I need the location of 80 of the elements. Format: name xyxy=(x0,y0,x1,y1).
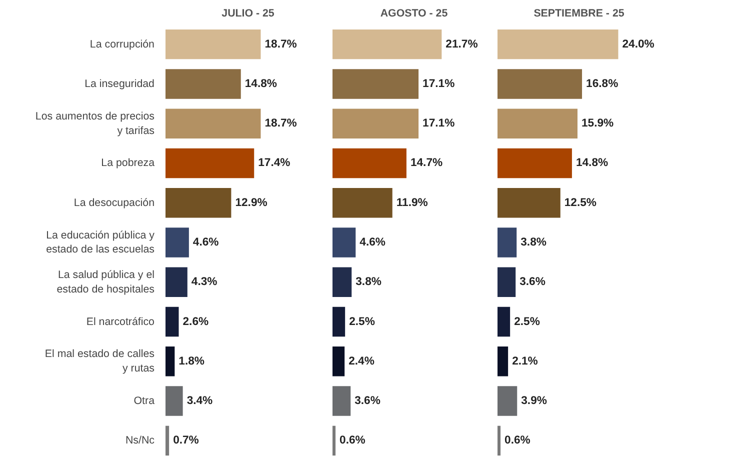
bar xyxy=(498,426,501,456)
bar xyxy=(332,346,345,376)
bar xyxy=(498,29,618,60)
bar xyxy=(166,148,254,178)
data-label: 12.9% xyxy=(235,196,268,209)
data-label: 15.9% xyxy=(581,118,614,130)
data-label: 2.1% xyxy=(512,355,538,368)
bar xyxy=(166,426,170,456)
data-label: 3.6% xyxy=(354,395,380,408)
y-tick-label: Ns/Nc xyxy=(125,434,156,447)
data-label: 3.4% xyxy=(186,395,213,408)
bar xyxy=(166,228,189,258)
bar xyxy=(498,386,518,416)
data-label: 3.8% xyxy=(356,276,382,288)
y-tick-label: Otra xyxy=(134,395,155,408)
bar xyxy=(332,188,392,218)
data-label: 21.7% xyxy=(446,38,478,50)
bar xyxy=(332,148,406,178)
bar xyxy=(166,188,232,218)
data-label: 3.9% xyxy=(521,395,547,408)
bar xyxy=(166,29,261,60)
data-label: 0.7% xyxy=(173,434,199,447)
data-label: 2.4% xyxy=(348,355,374,368)
chart-title: SEPTIEMBRE - 25 xyxy=(534,8,624,20)
bar xyxy=(498,188,560,218)
data-label: 17.1% xyxy=(422,118,455,130)
data-label: 11.9% xyxy=(396,196,428,209)
bar xyxy=(166,346,175,376)
data-label: 17.4% xyxy=(258,157,290,170)
data-label: 4.6% xyxy=(360,236,386,248)
data-label: 4.3% xyxy=(191,276,218,288)
data-label: 14.7% xyxy=(410,157,443,170)
y-tick-label: La corrupción xyxy=(90,38,155,50)
bar xyxy=(332,228,356,258)
data-label: 12.5% xyxy=(564,196,597,209)
data-label: 2.6% xyxy=(182,316,209,328)
bar xyxy=(332,29,442,60)
bar xyxy=(332,386,351,416)
y-tick-label: La pobreza xyxy=(101,157,155,170)
chart-title: JULIO - 25 xyxy=(222,8,274,20)
bar xyxy=(166,267,188,297)
data-label: 18.7% xyxy=(264,38,297,50)
y-tick-label: La inseguridad xyxy=(84,78,155,90)
y-tick-label: Los aumentos de precios y tarifas xyxy=(35,110,155,137)
bar xyxy=(166,306,179,337)
data-label: 14.8% xyxy=(576,157,608,170)
bar xyxy=(166,386,183,416)
data-label: 14.8% xyxy=(244,78,277,90)
bar xyxy=(166,108,261,138)
bar xyxy=(498,148,572,178)
data-label: 18.7% xyxy=(264,118,297,130)
data-label: 3.6% xyxy=(520,276,546,288)
bar xyxy=(332,426,336,456)
bar xyxy=(498,108,578,138)
bar xyxy=(498,306,510,337)
bar xyxy=(332,267,352,297)
y-tick-label: La salud pública y el estado de hospitales xyxy=(56,268,155,296)
y-tick-label: El mal estado de calles y rutas xyxy=(44,348,155,375)
data-label: 2.5% xyxy=(349,316,375,328)
y-tick-label: La educación pública y estado de las escuelas xyxy=(46,229,156,256)
data-label: 17.1% xyxy=(422,78,455,90)
bar xyxy=(498,69,582,99)
bar xyxy=(332,108,419,138)
data-label: 0.6% xyxy=(504,434,530,447)
bar xyxy=(332,69,419,99)
chart-title: AGOSTO - 25 xyxy=(380,8,448,20)
bar xyxy=(498,346,508,376)
data-label: 2.5% xyxy=(514,316,540,328)
y-tick-label: La desocupación xyxy=(74,196,155,209)
data-label: 16.8% xyxy=(586,78,618,90)
y-tick-label: El narcotráfico xyxy=(86,316,155,328)
bar xyxy=(498,228,517,258)
data-label: 1.8% xyxy=(178,355,204,368)
data-label: 4.6% xyxy=(192,236,219,248)
bar xyxy=(332,306,346,337)
data-label: 24.0% xyxy=(622,38,654,50)
data-label: 3.8% xyxy=(520,236,546,248)
bar xyxy=(166,69,241,99)
bar xyxy=(498,267,516,297)
data-label: 0.6% xyxy=(340,434,366,447)
